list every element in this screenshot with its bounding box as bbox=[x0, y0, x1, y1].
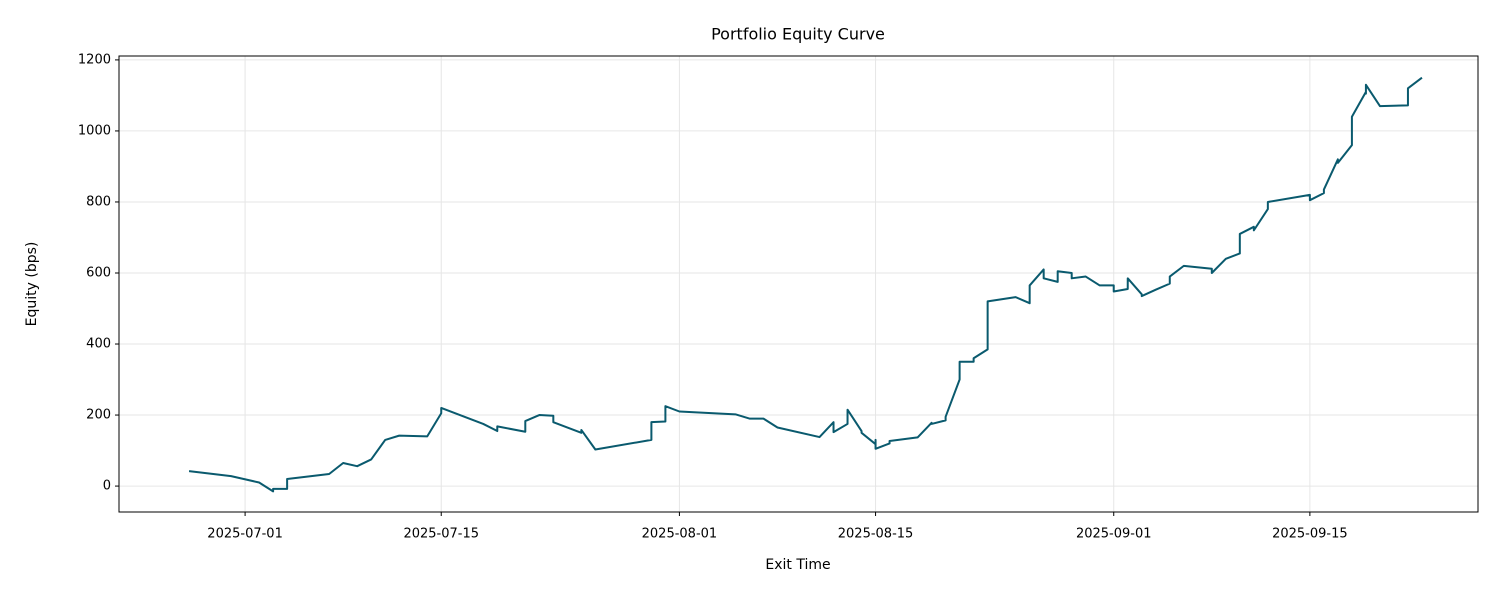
y-axis-label: Equity (bps) bbox=[24, 242, 40, 327]
x-tick-label: 2025-07-01 bbox=[207, 527, 283, 542]
y-tick-label: 400 bbox=[86, 337, 111, 352]
plot-frame bbox=[118, 55, 1479, 513]
x-tick-label: 2025-08-01 bbox=[642, 527, 718, 542]
x-axis-label: Exit Time bbox=[765, 557, 830, 573]
x-tick-label: 2025-08-15 bbox=[838, 527, 914, 542]
y-tick-label: 200 bbox=[86, 408, 111, 423]
y-tick-label: 600 bbox=[86, 265, 111, 280]
chart-title: Portfolio Equity Curve bbox=[711, 25, 885, 44]
y-tick-label: 1200 bbox=[78, 52, 111, 67]
equity-line bbox=[188, 76, 1423, 493]
y-tick-label: 800 bbox=[86, 194, 111, 209]
x-tick-label: 2025-07-15 bbox=[403, 527, 479, 542]
x-tick-label: 2025-09-15 bbox=[1272, 527, 1348, 542]
x-tick-label: 2025-09-01 bbox=[1076, 527, 1152, 542]
y-tick-label: 1000 bbox=[78, 123, 111, 138]
y-tick-label: 0 bbox=[103, 479, 111, 494]
